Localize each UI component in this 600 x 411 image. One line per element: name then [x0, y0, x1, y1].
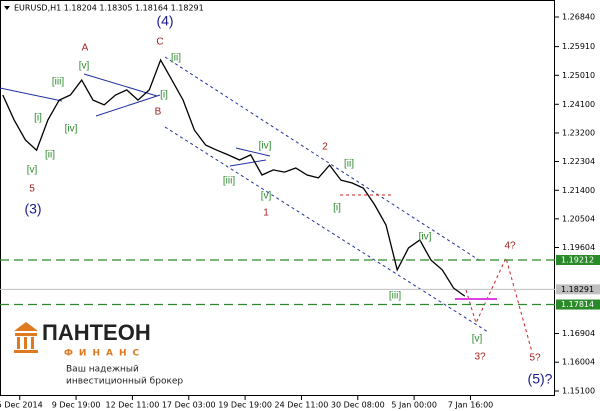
wave-label: (4) [156, 13, 173, 29]
wave-label: 4? [504, 241, 516, 252]
x-tick-label: 7 Jan 16:00 [448, 401, 494, 410]
x-tick-label: 5 Dec 2014 [0, 401, 43, 410]
x-tick-label: 24 Dec 11:00 [275, 401, 329, 410]
x-tick-label: 12 Dec 11:00 [106, 401, 160, 410]
wave-label: [v] [27, 165, 38, 176]
chart-title: EURUSD,H1 1.18204 1.18305 1.18164 1.1829… [14, 4, 204, 13]
y-tick-label: 1.16004 [562, 358, 595, 367]
wave-label: C [156, 37, 163, 48]
y-tick-label: 1.21400 [562, 186, 595, 195]
triangle-line [95, 94, 161, 117]
wave-label: B [155, 107, 162, 118]
triangle-line [83, 73, 158, 97]
wave-label: [ii] [344, 159, 354, 170]
logo-name: ПАНТЕОН [42, 320, 151, 345]
triangle-line [235, 147, 271, 157]
y-tick-label: 1.19604 [562, 243, 595, 252]
wave-label: [iv] [419, 232, 432, 243]
wave-label: [i] [160, 90, 168, 101]
level-box [556, 299, 600, 310]
triangle-line [229, 159, 267, 167]
title-icon [4, 6, 10, 10]
logo-sub: ФИНАНС [64, 349, 145, 359]
wave-label: (5)? [528, 371, 553, 387]
wave-label: [ii] [171, 53, 181, 64]
wave-label: 5 [29, 184, 35, 195]
level-label: 1.17814 [561, 300, 594, 309]
level-box [556, 254, 600, 265]
wave-label: 1 [263, 208, 269, 219]
y-tick-label: 1.16904 [562, 329, 595, 338]
wave-label: [i] [333, 203, 341, 214]
channel-line [164, 126, 489, 333]
wave-label: [iv] [65, 124, 78, 135]
wave-label: [v] [79, 61, 90, 72]
wave-label: [iii] [223, 176, 235, 187]
projection [340, 194, 533, 353]
wave-label: A [82, 43, 89, 54]
wave-label: [ii] [45, 150, 55, 161]
y-tick-label: 1.24100 [562, 100, 595, 109]
plot-frame [0, 0, 555, 396]
current-price-box [556, 284, 600, 295]
wave-label: [iii] [389, 291, 401, 302]
y-tick-label: 1.25010 [562, 71, 595, 80]
trend-line [0, 87, 63, 102]
y-tick-label: 1.22304 [562, 157, 595, 166]
x-tick-label: 17 Dec 03:00 [162, 401, 216, 410]
wave-label: 3? [474, 352, 486, 363]
x-tick-label: 9 Dec 19:00 [52, 401, 101, 410]
y-tick-label: 1.20504 [562, 214, 595, 223]
y-tick-label: 1.25910 [562, 42, 595, 51]
wave-label: [i] [34, 113, 42, 124]
channel-line [164, 56, 483, 263]
logo-tagline: инвестиционный брокер [66, 377, 183, 387]
logo-icon [14, 322, 38, 353]
x-tick-label: 30 Dec 08:00 [331, 401, 385, 410]
logo: ПАНТЕОН ФИНАНС Ваш надежный инвестиционн… [14, 320, 183, 387]
x-tick-label: 5 Jan 00:00 [391, 401, 437, 410]
wave-label: [iv] [259, 141, 272, 152]
wave-label: [v] [472, 334, 483, 345]
trend-lines [0, 56, 489, 333]
y-tick-label: 1.26840 [562, 12, 595, 21]
wave-label: (3) [24, 201, 41, 217]
logo-tagline: Ваш надежный [66, 365, 139, 375]
wave-label: [v] [261, 191, 272, 202]
level-label: 1.19212 [561, 255, 594, 264]
current-price-label: 1.18291 [561, 285, 594, 294]
price-line [2, 58, 466, 297]
wave-label: 5? [529, 353, 541, 364]
wave-label: [iii] [52, 77, 64, 88]
y-tick-label: 1.23200 [562, 128, 595, 137]
x-tick-label: 19 Dec 19:00 [218, 401, 272, 410]
y-tick-label: 1.15100 [562, 386, 595, 395]
wave-label: 2 [322, 142, 328, 153]
